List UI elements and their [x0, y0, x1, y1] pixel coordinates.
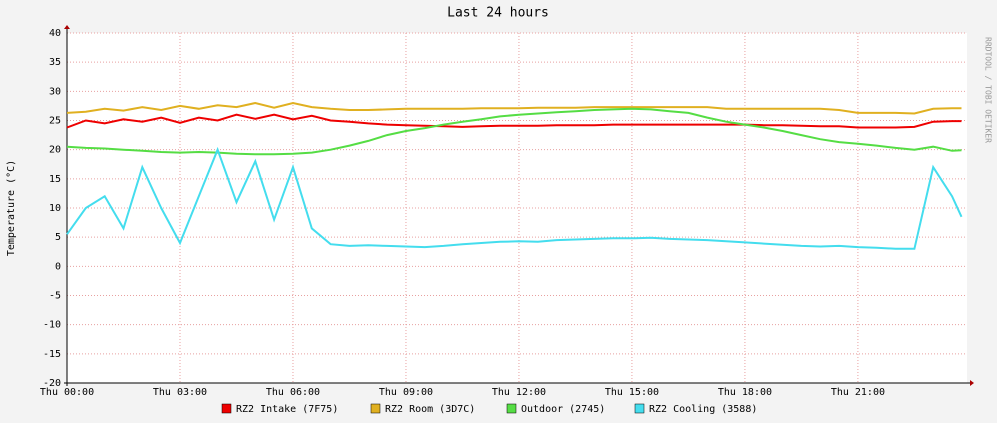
legend-swatch	[370, 403, 381, 414]
legend-label: RZ2 Cooling (3588)	[649, 404, 757, 415]
x-tick-label: Thu 18:00	[718, 387, 772, 398]
y-axis-label: Temperature (°C)	[6, 160, 17, 256]
axis-arrow	[970, 380, 974, 386]
y-tick-label: -20	[43, 378, 61, 389]
y-tick-label: 20	[49, 145, 61, 156]
x-tick-label: Thu 12:00	[492, 387, 546, 398]
x-tick-label: Thu 09:00	[379, 387, 433, 398]
legend-label: Outdoor (2745)	[521, 404, 605, 415]
y-tick-label: 15	[49, 174, 61, 185]
y-tick-label: -10	[43, 320, 61, 331]
x-tick-label: Thu 06:00	[266, 387, 320, 398]
x-tick-label: Thu 00:00	[40, 387, 94, 398]
legend-label: RZ2 Intake (7F75)	[236, 404, 338, 415]
x-tick-label: Thu 15:00	[605, 387, 659, 398]
watermark: RRDTOOL / TOBI OETIKER	[984, 37, 993, 143]
legend-swatch	[506, 403, 517, 414]
series-line	[66, 101, 962, 115]
series-line	[66, 146, 963, 250]
legend-swatch	[221, 403, 232, 414]
series-line	[66, 113, 962, 129]
y-tick-label: -15	[43, 349, 61, 360]
y-tick-label: 0	[55, 261, 61, 272]
y-tick-label: 35	[49, 57, 61, 68]
y-tick-label: 25	[49, 116, 61, 127]
y-tick-label: 5	[55, 232, 61, 243]
x-tick-label: Thu 03:00	[153, 387, 207, 398]
y-tick-label: 10	[49, 203, 61, 214]
x-tick-label: Thu 21:00	[831, 387, 885, 398]
legend-label: RZ2 Room (3D7C)	[385, 404, 475, 415]
y-tick-label: 40	[49, 28, 61, 39]
chart-title: Last 24 hours	[447, 6, 549, 21]
y-tick-label: -5	[49, 291, 61, 302]
legend-swatch	[634, 403, 645, 414]
y-tick-label: 30	[49, 86, 61, 97]
axis-arrow	[64, 25, 70, 29]
